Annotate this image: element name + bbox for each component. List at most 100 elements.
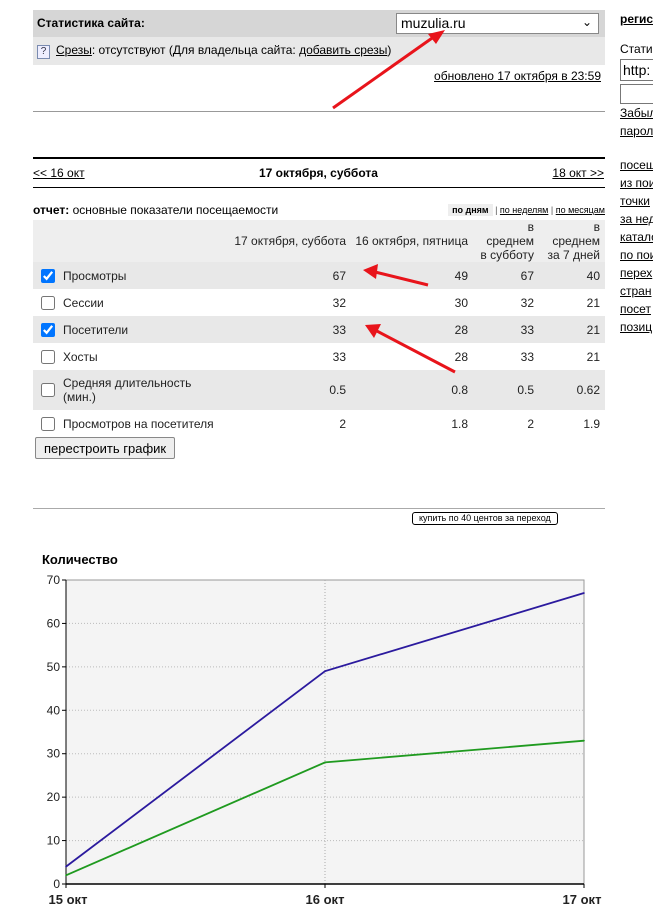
sidebar-item[interactable]: точки [620,194,650,208]
y-tick-label: 60 [47,616,61,630]
x-tick-label: 16 окт [306,892,345,905]
sidebar-item: Стати [620,42,653,56]
row-checkbox[interactable] [41,349,55,364]
stats-table: 17 октября, суббота 16 октября, пятница … [33,220,605,437]
row-label: Посетители [63,322,129,337]
row-name-cell: Посетители [33,316,226,343]
row-label: Просмотров на посетителя [63,416,214,431]
value-cell: 0.8 [451,383,468,397]
sidebar-item[interactable]: позиц [620,320,653,334]
value-cell: 2 [527,416,534,431]
slices-text: : отсутствуют (Для владельца сайта: [91,43,300,57]
row-label: Средняя длительность (мин.) [63,376,192,404]
row-name-cell: Средняя длительность (мин.) [33,370,226,410]
y-tick-label: 0 [53,877,60,891]
slices-link[interactable]: Срезы [56,43,92,57]
value-cell: 28 [454,349,468,364]
y-tick-label: 10 [47,834,61,848]
row-checkbox[interactable] [41,295,55,310]
sidebar-item[interactable]: посет [620,302,651,316]
site-select[interactable]: muzulia.ru ⌄ [396,13,599,34]
table-row: Просмотры 67 49 67 40 [33,262,605,289]
data-point [583,592,585,594]
value-cell: 33 [332,322,346,337]
value-cell: 30 [454,295,468,310]
table-row: Средняя длительность (мин.) 0.5 0.8 0.5 0.62 [33,370,605,410]
header-title: Статистика сайта: [37,16,145,30]
data-point [583,739,585,742]
sidebar-item[interactable]: по пои [620,248,653,262]
y-tick-label: 70 [47,573,61,587]
value-cell: 2 [339,416,346,431]
divider [33,111,605,112]
row-label: Сессии [63,295,104,310]
sidebar-item[interactable]: из пои [620,176,653,190]
chevron-down-icon: ⌄ [581,15,592,29]
plot-area [65,579,585,885]
value-cell: 32 [332,295,346,310]
period-weeks[interactable]: по неделям [499,205,549,215]
site-stats-header: Статистика сайта: muzulia.ru ⌄ [33,10,605,37]
table-row: Просмотров на посетителя 2 1.8 2 1.9 [33,410,605,437]
value-cell: 40 [586,268,600,283]
table-row: Хосты 33 28 33 21 [33,343,605,370]
sidebar-item[interactable]: перех [620,266,653,280]
row-name-cell: Просмотров на посетителя [33,410,226,437]
data-point [65,874,67,877]
data-point [324,761,326,764]
updated-link[interactable]: обновлено 17 октября в 23:59 [434,69,601,83]
col-header: в среднем за 7 дней [547,220,600,262]
row-checkbox[interactable] [41,416,55,431]
report-label: отчет: [33,203,70,217]
value-cell: 49 [454,268,468,283]
site-select-value: muzulia.ru [401,15,466,31]
period-months[interactable]: по месяцам [555,205,605,215]
sidebar-item[interactable]: парол [620,124,653,138]
slices-bar: ? Срезы: отсутствуют (Для владельца сайта… [33,37,605,65]
x-tick-label: 15 окт [49,892,88,905]
sidebar-item[interactable]: за нед [620,212,653,226]
value-cell: 32 [520,295,534,310]
row-checkbox[interactable] [41,383,55,397]
divider [33,508,605,509]
row-label: Просмотры [63,268,127,283]
sidebar-item[interactable]: катало [620,230,653,244]
add-slices-link[interactable]: добавить срезы [299,43,388,57]
sidebar-item[interactable]: стран [620,284,652,298]
row-checkbox[interactable] [41,322,55,337]
right-sidebar: регис Стати http: Забыл парол посещ из пои точк… [620,0,653,905]
current-date: 17 октября, суббота [259,166,378,180]
row-checkbox[interactable] [41,268,55,283]
url-input[interactable]: http: [620,59,653,81]
help-icon[interactable]: ? [37,45,50,59]
sidebar-item[interactable]: посещ [620,158,653,172]
col-header: 17 октября, суббота [234,234,346,248]
password-input[interactable] [620,84,653,104]
value-cell: 21 [586,349,600,364]
value-cell: 33 [520,322,534,337]
row-name-cell: Просмотры [33,262,226,289]
value-cell: 67 [332,268,346,283]
data-point [324,670,326,672]
rebuild-chart-button[interactable]: перестроить график [35,437,176,459]
prev-day-link[interactable]: << 16 окт [33,166,85,180]
row-name-cell: Хосты [33,343,226,370]
sidebar-item[interactable]: регис [620,12,653,26]
value-cell: 21 [586,322,600,337]
col-name [33,220,226,262]
sidebar-item[interactable]: Забыл [620,106,653,120]
buy-traffic-button[interactable]: купить по 40 центов за переход [412,512,558,525]
row-name-cell: Сессии [33,289,226,316]
period-switcher: по дням | по неделям | по месяцам [448,204,605,216]
table-row: Сессии 32 30 32 21 [33,289,605,316]
period-days[interactable]: по дням [448,204,493,216]
data-point [65,865,67,868]
col-header: в среднем в субботу [480,220,534,262]
value-cell: 33 [520,349,534,364]
divider [33,187,605,188]
x-tick-label: 17 окт [563,892,602,905]
value-cell: 0.5 [517,383,534,397]
line-chart: 0 10 20 30 40 50 60 70 15 окт 16 окт 17 окт [47,573,602,905]
y-axis-title: Количество [42,552,118,567]
next-day-link[interactable]: 18 окт >> [552,166,604,180]
